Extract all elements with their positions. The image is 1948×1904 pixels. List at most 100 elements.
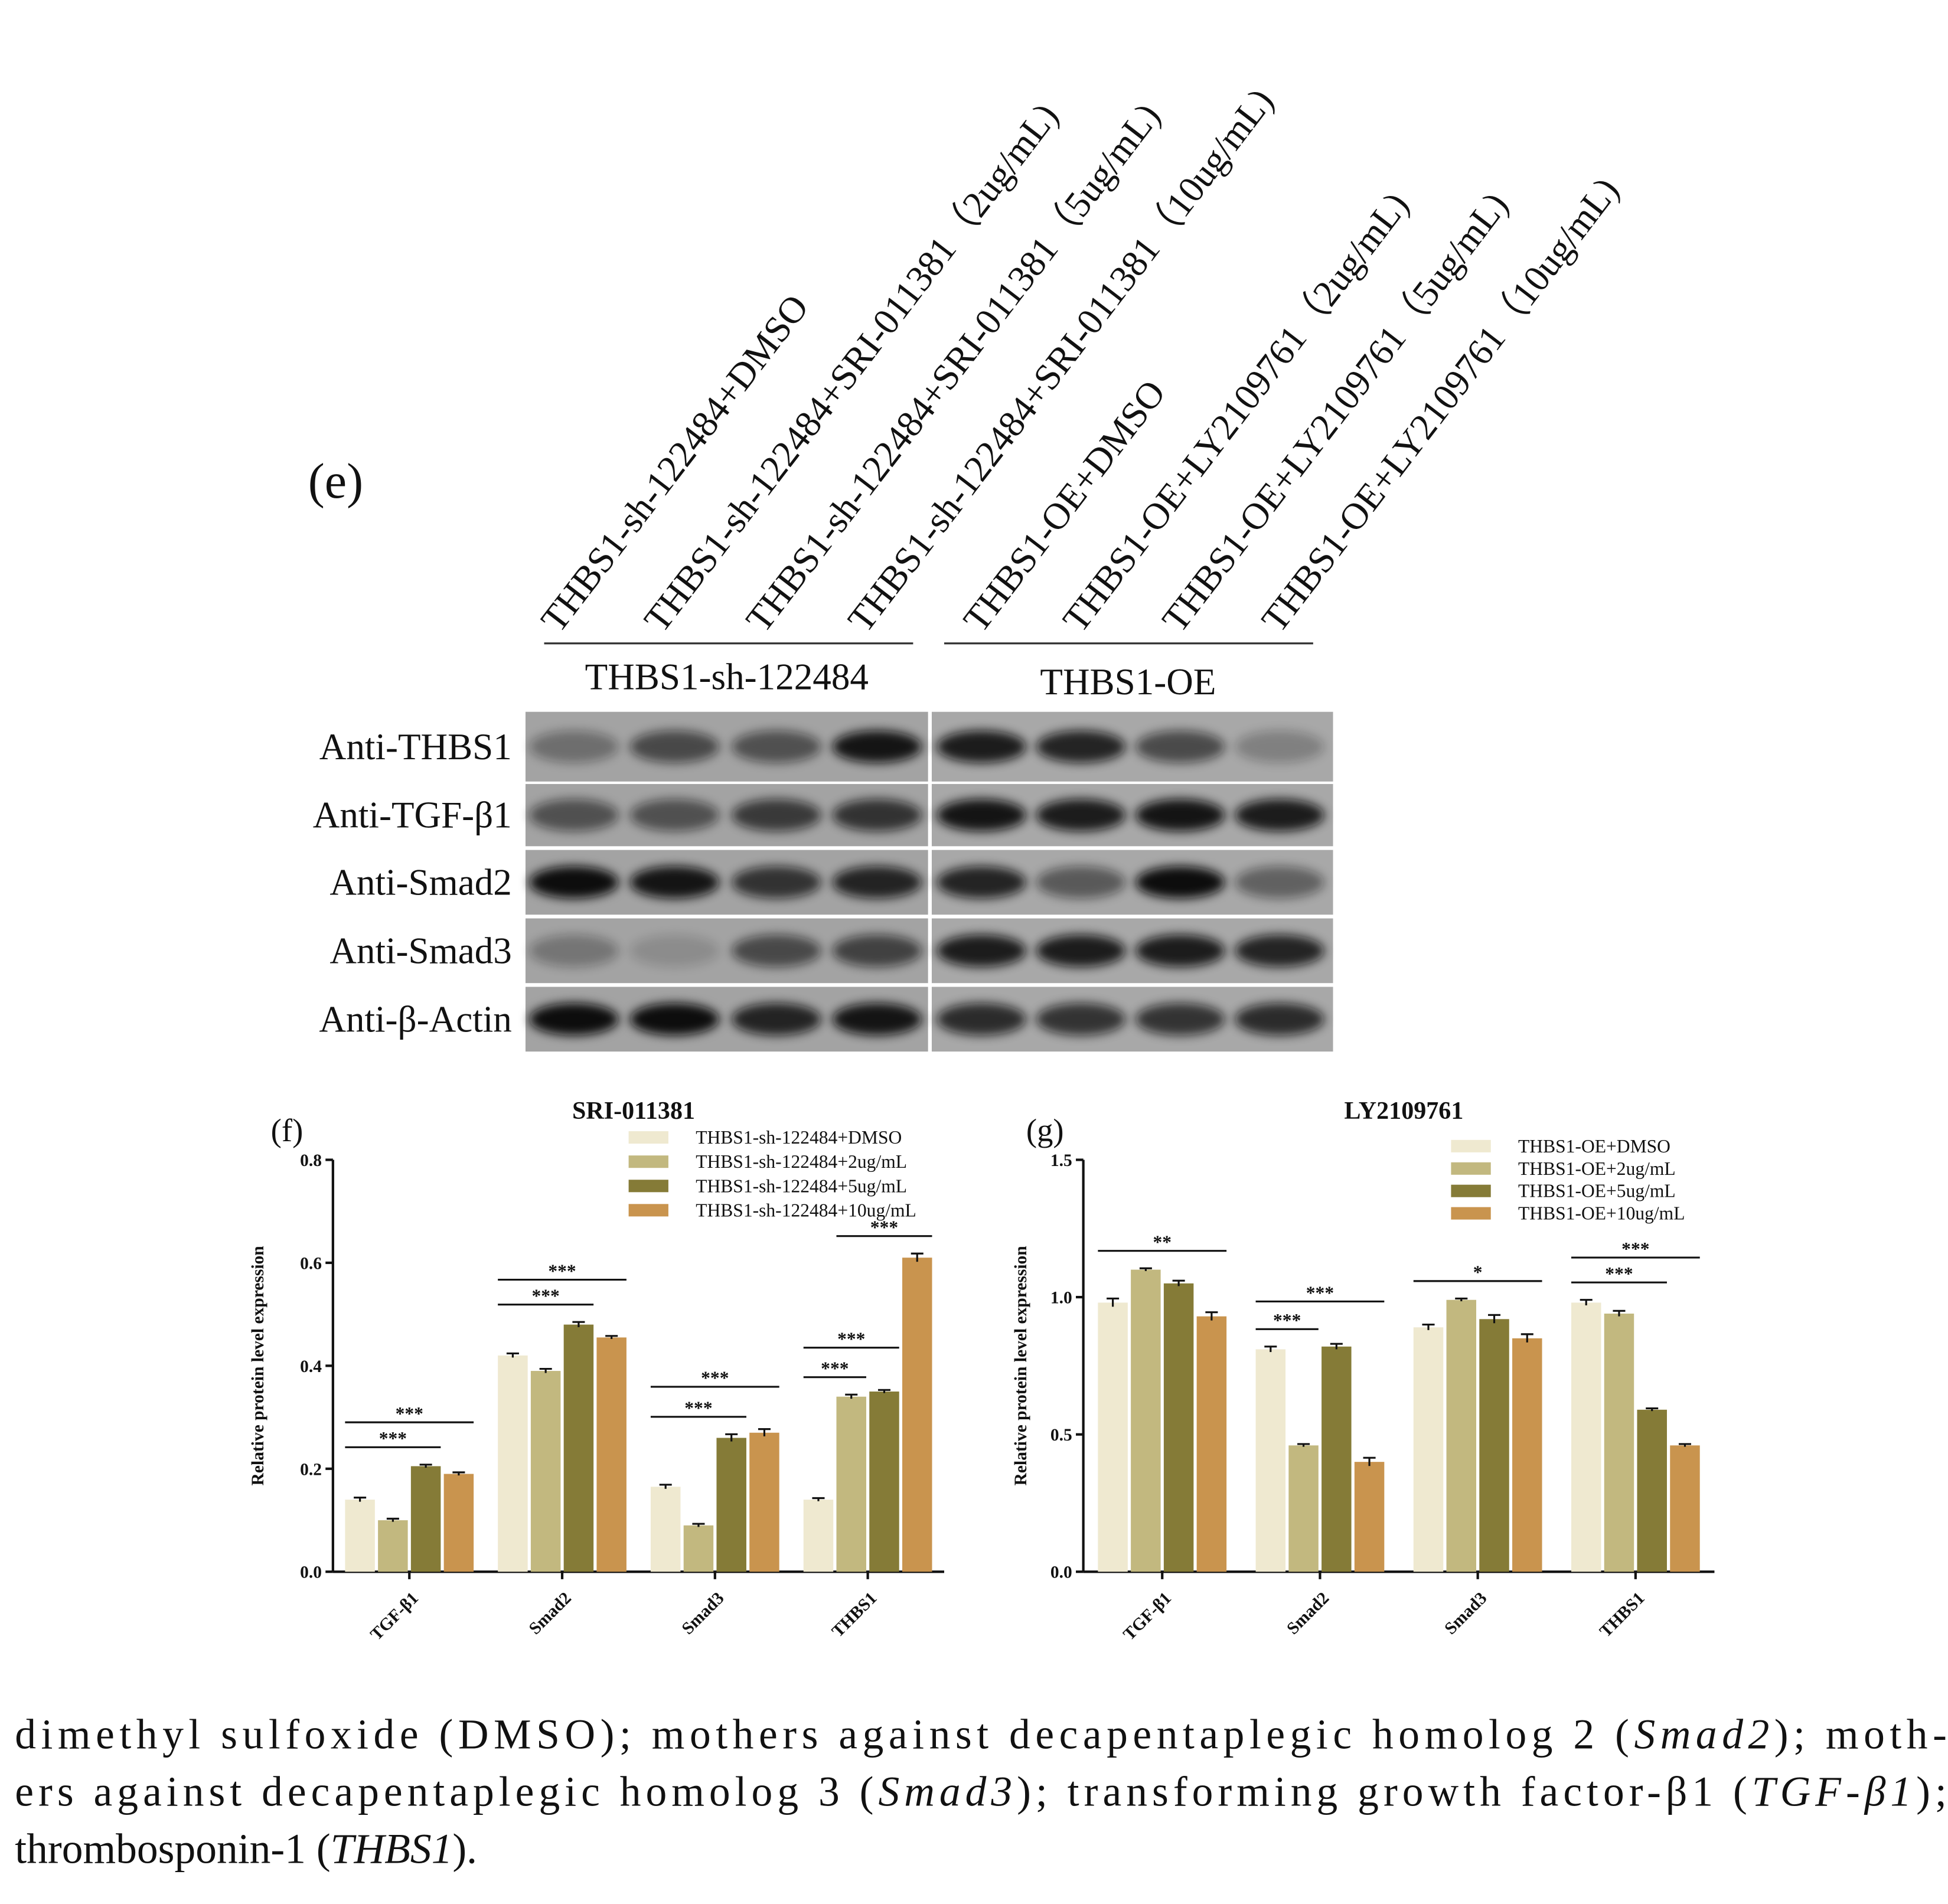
significance-label: *** <box>821 1358 849 1379</box>
bar <box>596 1337 627 1572</box>
caption-text: ers against decapentaplegic homolog 3 ( <box>15 1768 873 1815</box>
bar <box>498 1355 528 1572</box>
blot-band <box>937 934 1026 967</box>
blot-band <box>937 730 1026 763</box>
row-label: Anti-Smad3 <box>329 930 511 971</box>
legend-label: THBS1-sh-122484+10ug/mL <box>696 1200 916 1220</box>
bar <box>803 1500 834 1572</box>
blot-band <box>732 730 821 763</box>
significance-label: *** <box>837 1328 865 1349</box>
error-bar <box>1646 1407 1659 1412</box>
blot-band <box>1036 934 1126 967</box>
legend-swatch <box>1451 1184 1491 1197</box>
error-bar <box>1613 1309 1626 1317</box>
caption-text: ); moth- <box>1774 1711 1947 1758</box>
error-bar <box>386 1517 399 1522</box>
bar <box>683 1525 714 1572</box>
x-tick-label: Smad2 <box>1283 1589 1333 1638</box>
y-tick-label: 0.0 <box>300 1563 322 1582</box>
legend-label: THBS1-OE+DMSO <box>1518 1136 1670 1157</box>
x-tick-label: THBS1 <box>828 1589 881 1641</box>
caption-text: TGF-β1 <box>1752 1768 1911 1815</box>
bar <box>443 1474 474 1572</box>
error-bar <box>1107 1297 1120 1307</box>
significance-label: *** <box>1306 1282 1334 1303</box>
caption-text: THBS1 <box>331 1825 453 1872</box>
legend-label: THBS1-sh-122484+5ug/mL <box>696 1175 907 1196</box>
error-bar <box>1678 1443 1692 1447</box>
bar <box>1479 1319 1509 1572</box>
significance-label: ** <box>1153 1232 1172 1252</box>
x-tick-label: TGF-β1 <box>367 1589 422 1644</box>
error-bar <box>725 1433 738 1442</box>
bar <box>1163 1283 1194 1572</box>
blot-band <box>832 1002 922 1036</box>
x-tick-label: TGF-β1 <box>1120 1589 1175 1644</box>
panel-label: (f) <box>271 1112 304 1148</box>
y-axis-label: Relative protein level expression <box>249 1246 267 1485</box>
blot-band <box>1135 799 1225 832</box>
chart-title: SRI-011381 <box>572 1097 695 1125</box>
bar <box>650 1487 681 1572</box>
blot-band <box>1036 1002 1126 1036</box>
panel-label: (g) <box>1026 1112 1064 1148</box>
caption-line: ers against decapentaplegic homolog 3 (S… <box>15 1768 1947 1815</box>
blot-band <box>529 799 619 832</box>
bar <box>378 1520 408 1572</box>
significance-label: *** <box>1605 1263 1633 1284</box>
bar <box>1571 1302 1601 1572</box>
x-tick-label: THBS1 <box>1596 1589 1649 1641</box>
caption-text: ); transforming growth factor-β1 ( <box>1017 1768 1747 1815</box>
blot-band <box>832 934 922 967</box>
error-bar <box>1297 1443 1310 1447</box>
blot-band <box>1135 934 1225 967</box>
caption-text: Smad2 <box>1634 1711 1769 1758</box>
panel-label: (e) <box>308 454 363 509</box>
y-tick-label: 0.2 <box>300 1460 322 1479</box>
error-bar <box>419 1464 432 1468</box>
blot-band <box>1235 934 1324 967</box>
error-bar <box>1139 1267 1152 1271</box>
bar <box>1512 1338 1542 1572</box>
y-axis-label: Relative protein level expression <box>1011 1246 1030 1485</box>
blot-band <box>1036 866 1126 899</box>
legend-swatch <box>628 1155 668 1168</box>
blot-band <box>1235 1002 1324 1036</box>
significance-label: *** <box>684 1398 712 1419</box>
error-bar <box>692 1523 705 1527</box>
bar <box>1604 1313 1634 1572</box>
bar <box>1670 1445 1700 1572</box>
significance-label: *** <box>701 1368 729 1389</box>
significance-label: *** <box>1273 1310 1301 1331</box>
bar <box>1413 1327 1444 1572</box>
error-bar <box>877 1389 891 1393</box>
bar <box>1098 1302 1128 1572</box>
blot-band <box>1036 730 1126 763</box>
blot-band <box>937 1002 1026 1036</box>
chart-title: LY2109761 <box>1345 1097 1464 1125</box>
row-label: Anti-Smad2 <box>329 861 511 903</box>
bar <box>563 1324 594 1572</box>
group-label: THBS1-sh-122484 <box>585 657 869 698</box>
error-bar <box>1330 1343 1343 1350</box>
blot-band <box>1135 730 1225 763</box>
error-bar <box>572 1321 585 1327</box>
caption-line: dimethyl sulfoxide (DMSO); mothers again… <box>15 1711 1947 1758</box>
blot-band <box>629 866 720 899</box>
blot-band <box>832 730 922 763</box>
blot-band <box>629 799 720 832</box>
bar <box>1255 1349 1286 1572</box>
legend-swatch <box>628 1180 668 1193</box>
error-bar <box>506 1352 519 1358</box>
significance-label: *** <box>870 1217 898 1237</box>
y-tick-label: 0.4 <box>300 1357 322 1376</box>
legend-label: THBS1-OE+2ug/mL <box>1518 1158 1676 1179</box>
x-tick-label: Smad3 <box>678 1589 728 1638</box>
bar <box>1288 1445 1319 1572</box>
significance-label: *** <box>379 1428 407 1449</box>
group-label: THBS1-OE <box>1040 661 1216 703</box>
blot-band <box>732 866 821 899</box>
blot-band <box>937 799 1026 832</box>
blot-band <box>1036 799 1126 832</box>
